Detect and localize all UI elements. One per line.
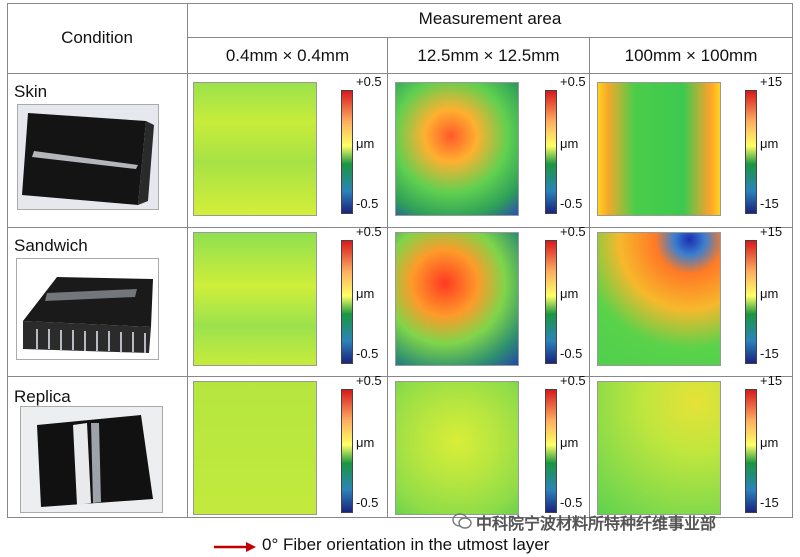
colorbar-label-mid: μm	[560, 136, 579, 151]
colorbar-label-mid: μm	[356, 286, 375, 301]
topography-map-skin-1	[395, 82, 519, 216]
colorbar-label-mid: μm	[356, 136, 375, 151]
topography-map-sandwich-1	[395, 232, 519, 366]
sandwich-sample-photo	[16, 258, 159, 360]
header-area-small: 0.4mm × 0.4mm	[225, 46, 350, 65]
colorbar-label-mid: μm	[760, 435, 779, 450]
colorbar-skin-2	[745, 90, 757, 214]
colorbar-label-bot: -0.5	[560, 196, 583, 211]
colorbar-label-mid: μm	[560, 286, 579, 301]
colorbar-label-bot: -15	[760, 346, 779, 361]
colorbar-skin-1	[545, 90, 557, 214]
colorbar-replica-2	[745, 389, 757, 513]
fiber-orientation-arrow-icon	[214, 542, 256, 552]
colorbar-label-bot: -0.5	[560, 346, 583, 361]
colorbar-label-mid: μm	[760, 286, 779, 301]
colorbar-label-top: +0.5	[356, 224, 382, 239]
colorbar-label-top: +0.5	[356, 373, 382, 388]
colorbar-label-bot: -15	[760, 196, 779, 211]
topography-map-sandwich-2	[597, 232, 721, 366]
row-label-skin: Skin	[14, 82, 48, 101]
colorbar-label-bot: -0.5	[356, 346, 379, 361]
colorbar-label-top: +0.5	[560, 373, 586, 388]
colorbar-sandwich-1	[545, 240, 557, 364]
colorbar-label-mid: μm	[760, 136, 779, 151]
colorbar-label-top: +15	[760, 373, 783, 388]
colorbar-label-top: +0.5	[560, 224, 586, 239]
colorbar-label-top: +0.5	[560, 74, 586, 89]
colorbar-label-bot: -0.5	[356, 495, 379, 510]
topography-map-replica-1	[395, 381, 519, 515]
wechat-logo-icon	[452, 513, 472, 529]
colorbar-label-bot: -0.5	[560, 495, 583, 510]
row-label-replica: Replica	[14, 387, 71, 406]
colorbar-label-mid: μm	[356, 435, 375, 450]
header-condition: Condition	[61, 28, 133, 47]
skin-sample-photo	[17, 104, 159, 210]
topography-map-sandwich-0	[193, 232, 317, 366]
colorbar-label-mid: μm	[560, 435, 579, 450]
fiber-orientation-legend: 0° Fiber orientation in the utmost layer	[262, 535, 550, 554]
colorbar-label-top: +0.5	[356, 74, 382, 89]
header-area-large: 100mm × 100mm	[624, 46, 758, 65]
header-measurement-area: Measurement area	[418, 9, 562, 28]
header-area-medium: 12.5mm × 12.5mm	[417, 46, 560, 65]
colorbar-label-bot: -0.5	[356, 196, 379, 211]
topography-map-skin-2	[597, 82, 721, 216]
colorbar-label-bot: -15	[760, 495, 779, 510]
topography-map-replica-0	[193, 381, 317, 515]
colorbar-replica-0	[341, 389, 353, 513]
colorbar-replica-1	[545, 389, 557, 513]
replica-sample-photo	[20, 406, 163, 513]
topography-map-replica-2	[597, 381, 721, 515]
colorbar-sandwich-2	[745, 240, 757, 364]
colorbar-skin-0	[341, 90, 353, 214]
watermark: 中科院宁波材料所特种纤维事业部	[476, 516, 717, 533]
colorbar-sandwich-0	[341, 240, 353, 364]
colorbar-label-top: +15	[760, 74, 783, 89]
colorbar-label-top: +15	[760, 224, 783, 239]
row-label-sandwich: Sandwich	[14, 236, 88, 255]
topography-map-skin-0	[193, 82, 317, 216]
